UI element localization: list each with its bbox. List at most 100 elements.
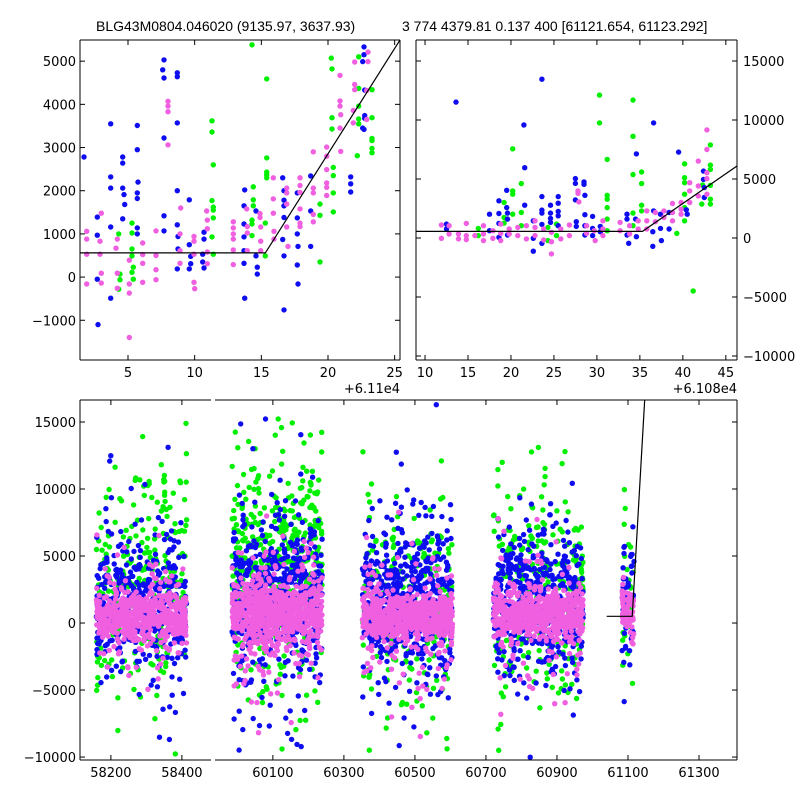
blue-point (97, 565, 103, 572)
blue-point (277, 477, 283, 483)
green-point (707, 166, 714, 173)
pink-point (242, 677, 248, 684)
blue-point (666, 226, 672, 232)
green-point (536, 647, 542, 654)
pink-point (337, 125, 343, 131)
blue-point (376, 691, 382, 698)
pink-point (239, 592, 245, 598)
blue-point (240, 726, 246, 733)
green-point (285, 480, 291, 487)
blue-point (504, 210, 511, 216)
blue-point (161, 135, 167, 141)
pink-point (257, 629, 263, 636)
pink-point (264, 621, 270, 628)
pink-point (172, 592, 178, 598)
pink-point (255, 663, 261, 669)
blue-point (573, 223, 579, 230)
x-tick-label: 10 (186, 366, 203, 381)
pink-point (310, 554, 317, 560)
green-point (209, 129, 215, 135)
pink-point (270, 210, 276, 216)
green-point (183, 522, 189, 529)
blue-point (517, 542, 523, 548)
pink-point (695, 193, 701, 199)
blue-point (160, 67, 166, 73)
blue-point (284, 566, 290, 572)
pink-point (306, 602, 313, 608)
green-point (475, 225, 481, 232)
green-point (542, 473, 548, 480)
pink-point (167, 590, 173, 596)
blue-point (422, 581, 428, 587)
green-point (112, 464, 118, 470)
pink-point (107, 579, 113, 585)
pink-point (306, 589, 312, 595)
blue-point (411, 497, 417, 503)
x-tick-label: 10 (417, 366, 434, 381)
green-point (137, 477, 143, 483)
green-point (578, 524, 585, 530)
right-title: 3 774 4379.81 0.137 400 [61121.654, 6112… (402, 18, 707, 34)
blue-point (398, 504, 405, 510)
pink-point (644, 208, 650, 214)
blue-point (171, 563, 177, 569)
blue-point (499, 657, 505, 663)
blue-point (496, 650, 502, 656)
pink-point (106, 598, 113, 604)
pink-point (286, 577, 293, 583)
green-point (151, 536, 158, 542)
green-point (554, 508, 560, 514)
blue-point (134, 225, 140, 231)
pink-point (230, 231, 236, 237)
pink-point (250, 555, 256, 561)
blue-point (501, 648, 507, 655)
blue-point (186, 242, 192, 248)
blue-point (435, 577, 441, 583)
green-point (707, 201, 714, 207)
green-point (565, 509, 571, 515)
blue-point (506, 667, 513, 673)
blue-point (581, 181, 587, 187)
pink-point (112, 616, 118, 622)
pink-point (548, 229, 555, 235)
pink-point (269, 587, 275, 594)
green-point (233, 522, 240, 528)
green-point (94, 687, 100, 694)
pink-point (173, 583, 180, 589)
blue-point (520, 531, 527, 538)
green-point (559, 460, 565, 467)
blue-point (155, 514, 162, 521)
pink-point (515, 232, 521, 239)
x-tick-label: 35 (632, 366, 649, 381)
blue-point (107, 638, 113, 644)
green-point (354, 153, 360, 159)
blue-point (650, 229, 656, 235)
blue-point (132, 648, 139, 655)
blue-point (404, 487, 410, 493)
blue-point (259, 694, 265, 701)
blue-point (277, 506, 284, 513)
pink-point (244, 597, 250, 604)
blue-point (230, 538, 237, 544)
green-point (241, 489, 247, 495)
blue-point (633, 151, 640, 157)
green-point (179, 571, 185, 577)
pink-point (617, 219, 623, 226)
blue-point (168, 528, 175, 534)
pink-point (364, 87, 370, 94)
blue-point (104, 674, 110, 680)
pink-point (183, 598, 189, 605)
pink-point (245, 663, 251, 669)
blue-point (496, 210, 502, 217)
pink-point (148, 613, 154, 620)
green-point (308, 480, 314, 487)
green-point (414, 656, 420, 662)
green-point (444, 746, 450, 752)
blue-point (298, 471, 304, 477)
blue-point (134, 231, 140, 237)
blue-point (582, 192, 588, 198)
green-point (246, 484, 252, 491)
blue-point (383, 541, 389, 547)
pink-point (310, 149, 316, 155)
x-tick-label: 20 (503, 366, 520, 381)
